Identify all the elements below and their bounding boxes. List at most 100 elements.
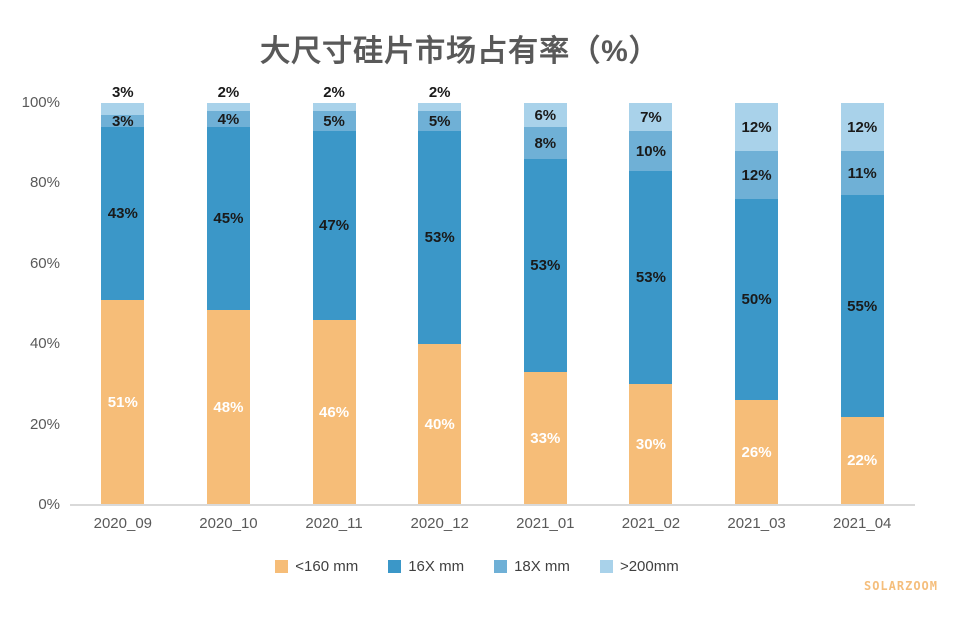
data-label: 33% (530, 430, 561, 448)
bar-series-container: 51% 43% 3% 3% 48% 45% 4% 2% 46% 47% 5% 2% 40% 53% 5% 2%… (70, 84, 915, 505)
y-tick-label: 20% (29, 415, 60, 433)
segment-200mm-2021_04: 12% (840, 103, 884, 152)
x-tick-label-2021_01: 2021_01 (516, 515, 575, 532)
y-tick-label: 0% (38, 496, 60, 513)
segment-200mm-2021_02: 7% (629, 103, 673, 132)
bar-slot-2021_02: 30% 53% 10% 7% (598, 103, 704, 505)
segment-16Xmm-2020_11: 47% (312, 131, 356, 321)
bar-slot-2020_12: 40% 53% 5% 2% (387, 84, 493, 505)
stacked-bar-2020_12: 40% 53% 5% 2% (418, 84, 462, 505)
data-label: 55% (847, 297, 878, 315)
segment-200mm-2021_01: 6% (523, 103, 567, 128)
data-label: 46% (319, 404, 350, 422)
bar-slot-2021_03: 26% 50% 12% 12% (704, 103, 810, 505)
segment-200mm-2020_12 (418, 103, 462, 112)
bar-slot-2020_11: 46% 47% 5% 2% (281, 84, 387, 505)
data-label: 47% (319, 217, 350, 235)
data-label: 22% (847, 452, 878, 470)
segment-16Xmm-2020_12: 53% (418, 131, 462, 345)
y-tick-label: 40% (29, 335, 60, 353)
x-tick-label-2020_11: 2020_11 (305, 515, 363, 532)
stacked-bar-2021_04: 22% 55% 11% 12% (840, 103, 884, 505)
data-label: 43% (107, 205, 138, 223)
legend-swatch-icon (494, 560, 508, 573)
legend-label: 16X mm (408, 558, 465, 575)
data-label: 4% (217, 110, 240, 128)
data-label: 51% (107, 393, 138, 411)
stacked-bar-2021_03: 26% 50% 12% 12% (735, 103, 779, 505)
bar-slot-2021_04: 22% 55% 11% 12% (809, 103, 915, 505)
data-label: 5% (323, 112, 345, 130)
data-label: 53% (530, 257, 561, 275)
x-axis-labels: 2020_09 2020_10 2020_11 2020_12 2021_01 2021_… (70, 515, 915, 532)
data-label: 53% (424, 229, 455, 247)
data-label: 2% (323, 84, 345, 101)
legend-item-18Xmm: 18X mm (494, 558, 570, 575)
legend-item-16Xmm: 16X mm (388, 558, 464, 575)
segment-18Xmm-2021_02: 10% (629, 131, 673, 172)
data-label: 5% (428, 112, 451, 130)
watermark: SOLARZOOM (863, 579, 938, 593)
segment-18Xmm-2020_11: 5% (312, 111, 356, 132)
plot-area: 51% 43% 3% 3% 48% 45% 4% 2% 46% 47% 5% 2% 40% 53% 5% 2%… (70, 84, 915, 505)
legend-label: <160 mm (295, 558, 359, 575)
segment-160mm-2021_02: 30% (629, 384, 673, 505)
segment-16Xmm-2020_10: 45% (206, 127, 250, 311)
segment-18Xmm-2020_12: 5% (418, 111, 462, 132)
segment-16Xmm-2021_02: 53% (629, 171, 673, 385)
y-tick-label: 100% (21, 94, 60, 111)
segment-16Xmm-2021_03: 50% (735, 199, 779, 401)
segment-18Xmm-2021_03: 12% (735, 151, 779, 200)
x-tick-label-2020_10: 2020_10 (199, 515, 258, 532)
segment-16Xmm-2020_09: 43% (101, 127, 145, 300)
stacked-bar-2020_11: 46% 47% 5% 2% (312, 84, 356, 505)
x-tick-label-2021_03: 2021_03 (727, 515, 786, 532)
y-axis: 0% 20% 40% 60% 80% 100% (0, 94, 60, 513)
y-tick-label: 60% (29, 254, 60, 272)
stacked-bar-2021_01: 33% 53% 8% 6% (523, 103, 567, 505)
segment-160mm-2020_11: 46% (312, 320, 356, 505)
y-tick-label: 80% (29, 174, 60, 192)
segment-160mm-2021_01: 33% (523, 372, 567, 505)
x-tick-label-2021_02: 2021_02 (621, 515, 681, 532)
data-label: 50% (741, 291, 772, 309)
x-tick-label-2021_04: 2021_04 (832, 515, 892, 532)
segment-18Xmm-2020_09: 3% (101, 112, 145, 130)
segment-160mm-2020_10: 48% (206, 310, 250, 505)
data-label: 12% (741, 166, 772, 184)
data-label: 45% (213, 210, 244, 228)
data-label: 2% (428, 84, 451, 101)
data-label: 11% (847, 164, 877, 182)
data-label: 12% (741, 118, 772, 136)
data-label: 3% (111, 112, 134, 130)
chart-title: 大尺寸硅片市场占有率（%） (260, 35, 660, 68)
legend-item-160mm: <160 mm (275, 558, 358, 575)
x-axis-line (70, 504, 915, 506)
x-tick-label-2020_12: 2020_12 (410, 515, 469, 532)
bar-slot-2020_10: 48% 45% 4% 2% (176, 84, 282, 505)
segment-16Xmm-2021_01: 53% (523, 159, 567, 373)
segment-18Xmm-2020_10: 4% (206, 110, 250, 128)
segment-16Xmm-2021_04: 55% (840, 195, 884, 417)
legend-label: >200mm (619, 558, 679, 575)
stacked-bar-2020_09: 51% 43% 3% 3% (101, 84, 145, 505)
segment-160mm-2020_09: 51% (101, 299, 145, 505)
data-label: 10% (635, 142, 666, 160)
legend: <160 mm 16X mm 18X mm >200mm (0, 558, 954, 575)
segment-18Xmm-2021_01: 8% (523, 127, 567, 160)
x-tick-label-2020_09: 2020_09 (93, 515, 153, 532)
data-label: 6% (534, 106, 557, 124)
stacked-bar-2021_02: 30% 53% 10% 7% (629, 103, 673, 505)
data-label: 53% (635, 269, 666, 287)
segment-160mm-2021_03: 26% (735, 400, 779, 505)
legend-label: 18X mm (514, 558, 570, 575)
segment-18Xmm-2021_04: 11% (840, 151, 884, 196)
legend-item-200mm: >200mm (599, 558, 679, 575)
legend-swatch-icon (599, 560, 613, 573)
segment-200mm-2020_11 (312, 103, 356, 112)
data-label: 3% (111, 84, 134, 101)
data-label: 30% (635, 436, 666, 454)
segment-200mm-2021_03: 12% (735, 103, 779, 152)
data-label: 8% (534, 134, 557, 152)
segment-160mm-2021_04: 22% (840, 416, 884, 505)
